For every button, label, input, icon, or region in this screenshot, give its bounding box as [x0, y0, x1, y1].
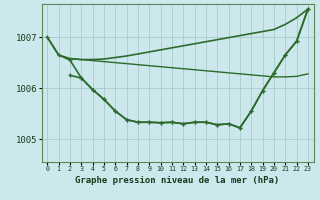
- X-axis label: Graphe pression niveau de la mer (hPa): Graphe pression niveau de la mer (hPa): [76, 176, 280, 185]
